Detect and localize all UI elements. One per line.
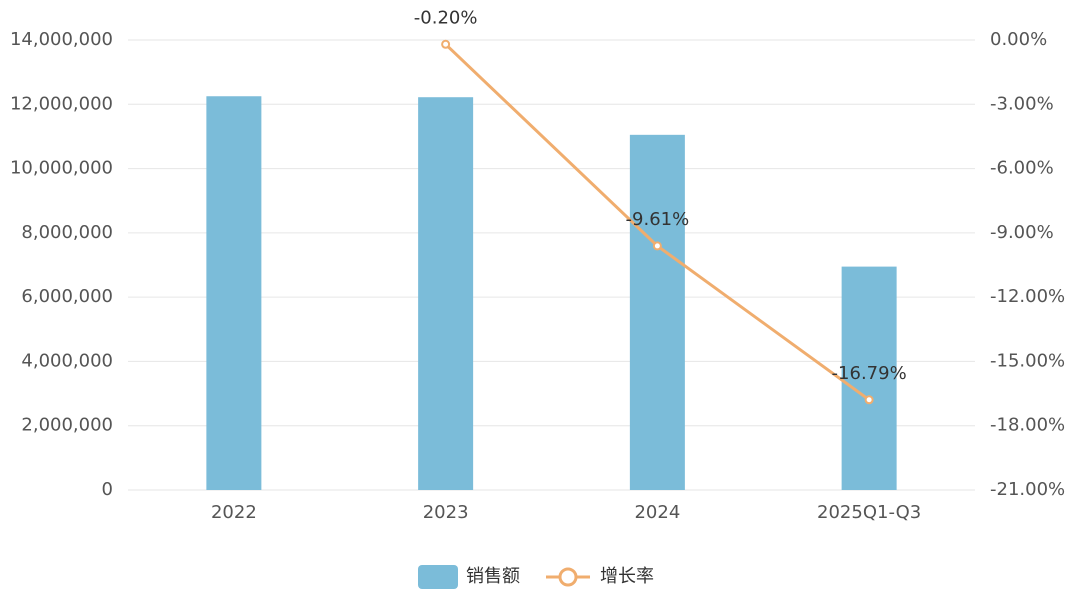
- x-tick-label: 2024: [634, 502, 680, 523]
- y2-tick-label: -9.00%: [990, 222, 1054, 243]
- y2-tick-label: 0.00%: [990, 29, 1047, 50]
- y2-tick-label: -21.00%: [990, 479, 1065, 500]
- x-tick-label: 2022: [211, 502, 257, 523]
- point: [652, 241, 662, 251]
- y-tick-label: 12,000,000: [10, 93, 113, 114]
- value-label: -16.79%: [832, 363, 907, 384]
- value-label: -0.20%: [414, 7, 478, 28]
- legend-swatch-marker: [558, 567, 578, 587]
- x-tick-label: 2025Q1-Q3: [817, 502, 921, 523]
- legend-label: 增长率: [600, 566, 654, 587]
- bar: [418, 97, 474, 490]
- point: [864, 395, 874, 405]
- y-tick-label: 6,000,000: [21, 286, 113, 307]
- bar: [206, 96, 262, 490]
- y-tick-label: 14,000,000: [10, 29, 113, 50]
- legend-swatch: [418, 565, 458, 589]
- bar: [841, 266, 897, 490]
- y-tick-label: 2,000,000: [21, 415, 113, 436]
- point: [441, 39, 451, 49]
- y-tick-label: 4,000,000: [21, 350, 113, 371]
- bar: [629, 134, 685, 491]
- legend-label: 销售额: [466, 566, 520, 587]
- y2-tick-label: -6.00%: [990, 158, 1054, 179]
- y2-tick-label: -15.00%: [990, 350, 1065, 371]
- x-tick-label: 2023: [423, 502, 469, 523]
- y-tick-label: 10,000,000: [10, 158, 113, 179]
- y2-tick-label: -12.00%: [990, 286, 1065, 307]
- y-tick-label: 8,000,000: [21, 222, 113, 243]
- y2-tick-label: -18.00%: [990, 415, 1065, 436]
- y2-tick-label: -3.00%: [990, 93, 1054, 114]
- y-tick-label: 0: [102, 479, 113, 500]
- value-label: -9.61%: [626, 209, 690, 230]
